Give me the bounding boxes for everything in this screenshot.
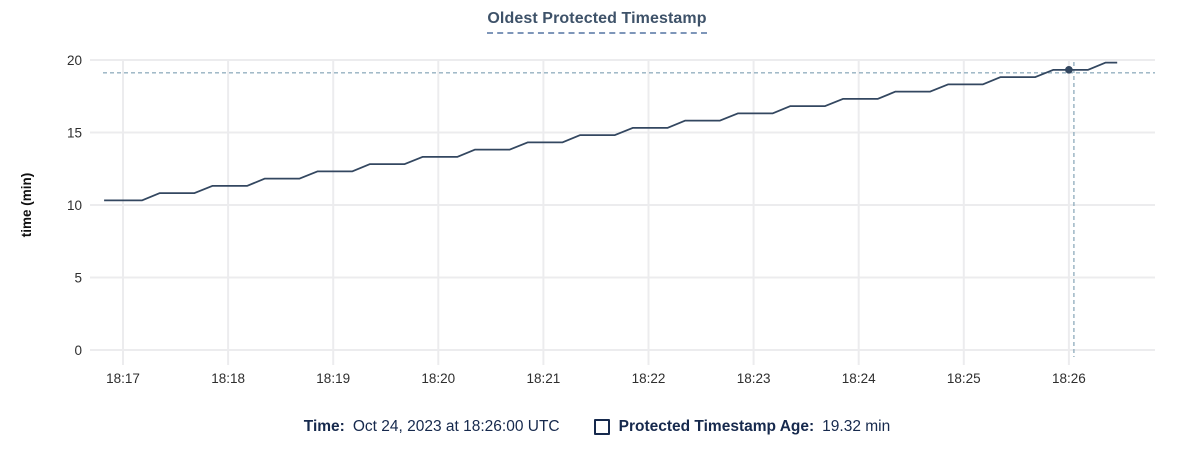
timeseries-chart[interactable]: 0 5 10 15 20 18:17 18:18 18:19 18:20 18:21 18:22 18… [0,0,1194,402]
x-tick-label: 18:26 [1052,371,1086,386]
y-tick-label: 10 [67,198,82,213]
y-tick-label: 0 [74,343,82,358]
hover-time-readout: Time: Oct 24, 2023 at 18:26:00 UTC [304,418,560,436]
y-axis-title: time (min) [19,173,34,238]
x-tick-label: 18:23 [737,371,771,386]
y-tick-label: 20 [67,53,82,68]
x-tick-label: 18:22 [632,371,666,386]
chart-title[interactable]: Oldest Protected Timestamp [487,10,707,34]
x-tick-label: 18:25 [947,371,981,386]
x-tick-label: 18:20 [421,371,455,386]
series-label: Protected Timestamp Age: [618,418,815,435]
time-label: Time: [303,418,345,435]
y-tick-label: 5 [74,271,82,286]
legend-item-protected-timestamp-age[interactable]: Protected Timestamp Age: 19.32 min [593,418,891,436]
x-tick-label: 18:24 [842,371,876,386]
y-tick-label: 15 [67,126,82,141]
series-value: 19.32 min [822,418,891,435]
chart-legend: Time: Oct 24, 2023 at 18:26:00 UTC Prote… [0,418,1194,436]
series-swatch-icon[interactable] [593,419,610,435]
time-value: Oct 24, 2023 at 18:26:00 UTC [352,418,560,435]
x-tick-label: 18:17 [106,371,140,386]
chart-title-row: Oldest Protected Timestamp [0,10,1194,34]
series-line-protected-timestamp-age [104,61,1118,202]
x-tick-label: 18:18 [211,371,245,386]
x-tick-label: 18:19 [316,371,350,386]
hover-point [1065,66,1073,74]
x-tick-label: 18:21 [527,371,561,386]
